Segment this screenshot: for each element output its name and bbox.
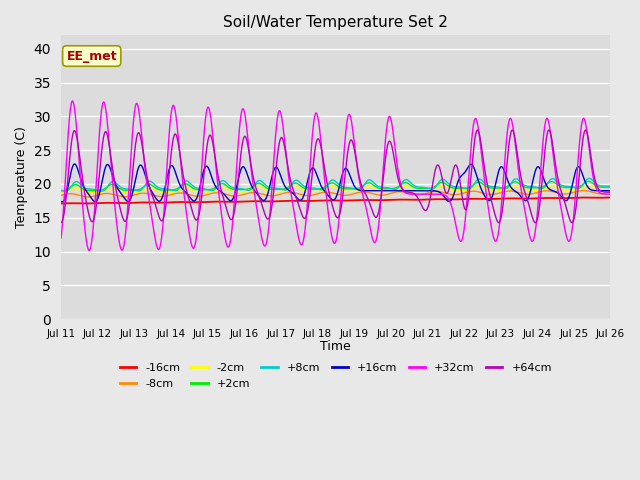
- Text: EE_met: EE_met: [67, 49, 117, 62]
- Y-axis label: Temperature (C): Temperature (C): [15, 126, 28, 228]
- Title: Soil/Water Temperature Set 2: Soil/Water Temperature Set 2: [223, 15, 448, 30]
- Legend: -16cm, -8cm, -2cm, +2cm, +8cm, +16cm, +32cm, +64cm: -16cm, -8cm, -2cm, +2cm, +8cm, +16cm, +3…: [115, 359, 556, 393]
- X-axis label: Time: Time: [320, 340, 351, 353]
